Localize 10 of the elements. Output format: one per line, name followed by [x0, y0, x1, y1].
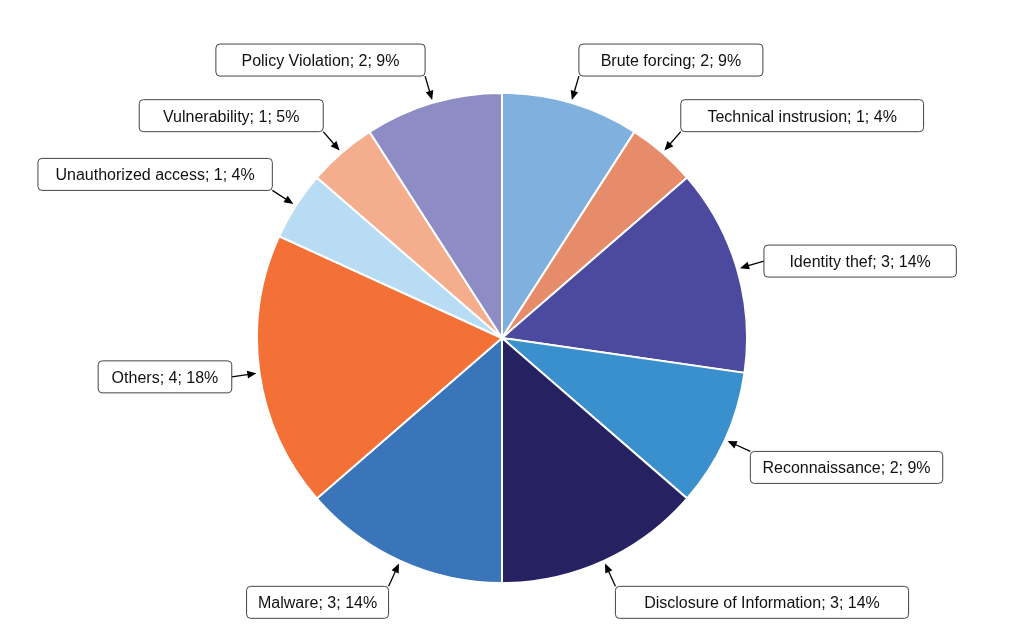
slice-label: Others; 4; 18%	[111, 368, 219, 386]
slice-label: Technical instrusion; 1; 4%	[707, 107, 897, 125]
slice-label: Unauthorized access; 1; 4%	[55, 166, 255, 184]
slice-label: Disclosure of Information; 3; 14%	[644, 594, 880, 612]
slice-label: Brute forcing; 2; 9%	[600, 52, 742, 70]
slice-label: Vulnerability; 1; 5%	[163, 107, 300, 125]
slice-label: Reconnaissance; 2; 9%	[762, 459, 931, 477]
slice-label: Malware; 3; 14%	[258, 594, 378, 612]
slice-label: Policy Violation; 2; 9%	[241, 52, 400, 70]
slice-label: Identity thef; 3; 14%	[789, 253, 931, 271]
